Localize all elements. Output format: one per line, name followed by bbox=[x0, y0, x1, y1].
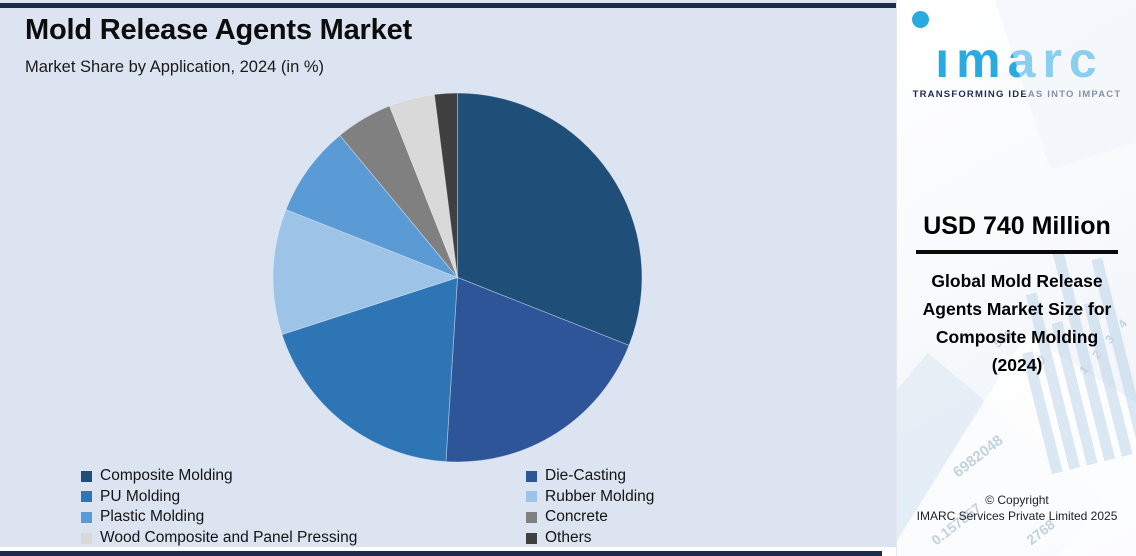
legend-label: Others bbox=[545, 529, 592, 547]
watermark-number: 6982048 bbox=[949, 431, 1007, 482]
imarc-logo: ımarc TRANSFORMING IDEAS INTO IMPACT bbox=[897, 11, 1136, 100]
copyright-line2: IMARC Services Private Limited 2025 bbox=[916, 509, 1118, 523]
chart-panel: Mold Release Agents Market Market Share … bbox=[0, 0, 896, 547]
legend-label: Rubber Molding bbox=[545, 487, 655, 505]
chart-title: Mold Release Agents Market bbox=[25, 14, 412, 46]
market-description: Global Mold Release Agents Market Size f… bbox=[922, 271, 1112, 375]
legend: Composite Molding Die-Casting PU Molding Ru… bbox=[81, 466, 654, 548]
sidebar: 6982048 0.157857 2768 500 0.0 1 2 3 4 ım… bbox=[896, 0, 1136, 556]
legend-item: Others bbox=[526, 528, 654, 549]
legend-swatch-icon bbox=[81, 532, 92, 544]
logo-wordmark: ımarc bbox=[935, 32, 1104, 88]
legend-item: PU Molding bbox=[81, 487, 526, 508]
legend-swatch-icon bbox=[81, 491, 92, 503]
legend-label: Plastic Molding bbox=[100, 508, 205, 526]
legend-label: PU Molding bbox=[100, 487, 181, 505]
logo-tagline: TRANSFORMING IDEAS INTO IMPACT bbox=[912, 89, 1122, 100]
copyright: © Copyright IMARC Services Private Limit… bbox=[897, 492, 1136, 524]
pie-slice-rubber-molding bbox=[273, 209, 459, 336]
legend-label: Concrete bbox=[545, 508, 608, 526]
copyright-line1: © Copyright bbox=[985, 493, 1049, 507]
legend-swatch-icon bbox=[526, 511, 537, 523]
legend-item: Die-Casting bbox=[526, 466, 654, 487]
legend-label: Wood Composite and Panel Pressing bbox=[100, 529, 358, 547]
legend-swatch-icon bbox=[526, 532, 537, 544]
legend-item: Wood Composite and Panel Pressing bbox=[81, 528, 526, 549]
market-highlight: USD 740 Million Global Mold Release Agen… bbox=[897, 212, 1136, 379]
pie-slice-others bbox=[433, 93, 458, 278]
pie-slice-die-casting bbox=[445, 276, 630, 462]
legend-item: Composite Molding bbox=[81, 466, 526, 487]
divider-rule bbox=[916, 250, 1118, 254]
chart-subtitle: Market Share by Application, 2024 (in %) bbox=[25, 58, 324, 76]
legend-swatch-icon bbox=[526, 491, 537, 503]
pie-chart bbox=[273, 93, 642, 462]
pie-slice-plastic-molding bbox=[285, 134, 458, 278]
logo-dot-icon bbox=[912, 11, 929, 28]
legend-item: Concrete bbox=[526, 507, 654, 528]
legend-swatch-icon bbox=[81, 511, 92, 523]
legend-label: Die-Casting bbox=[545, 467, 626, 485]
legend-swatch-icon bbox=[81, 470, 92, 482]
pie-slice-pu-molding bbox=[281, 276, 458, 462]
legend-item: Rubber Molding bbox=[526, 487, 654, 508]
legend-label: Composite Molding bbox=[100, 467, 233, 485]
watermark-sheet bbox=[897, 352, 1105, 556]
pie-slice-composite-molding bbox=[457, 93, 642, 346]
legend-swatch-icon bbox=[526, 470, 537, 482]
bottom-border-strip bbox=[0, 551, 882, 556]
market-value: USD 740 Million bbox=[923, 212, 1111, 240]
top-border-strip bbox=[0, 3, 896, 8]
legend-item: Plastic Molding bbox=[81, 507, 526, 528]
